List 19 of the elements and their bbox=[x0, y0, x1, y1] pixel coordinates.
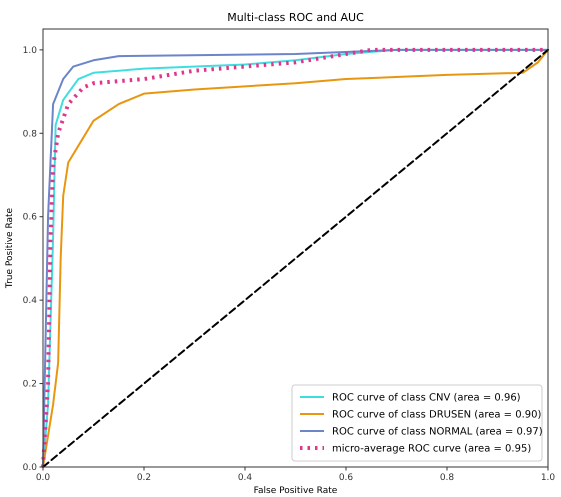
legend-label: ROC curve of class NORMAL (area = 0.97) bbox=[332, 426, 543, 438]
x-axis-title: False Positive Rate bbox=[254, 486, 338, 496]
y-tick-label: 0.0 bbox=[22, 463, 38, 473]
x-tick-label: 0.0 bbox=[36, 473, 50, 483]
x-tick-label: 0.8 bbox=[440, 473, 454, 483]
chart-title: Multi-class ROC and AUC bbox=[227, 11, 364, 24]
y-tick-label: 0.2 bbox=[22, 380, 37, 390]
x-tick-label: 1.0 bbox=[540, 473, 556, 483]
y-tick-label: 0.4 bbox=[22, 296, 38, 306]
x-tick-label: 0.6 bbox=[338, 473, 354, 483]
y-axis-title: True Positive Rate bbox=[5, 207, 15, 290]
legend-label: ROC curve of class CNV (area = 0.96) bbox=[332, 392, 521, 404]
legend-label: ROC curve of class DRUSEN (area = 0.90) bbox=[332, 410, 542, 420]
y-tick-label: 0.6 bbox=[22, 212, 38, 223]
legend-label: micro-average ROC curve (area = 0.95) bbox=[332, 444, 532, 454]
x-tick-label: 0.4 bbox=[238, 473, 252, 483]
y-tick-label: 1.0 bbox=[22, 46, 38, 56]
y-tick-label: 0.8 bbox=[22, 129, 38, 140]
x-tick-label: 0.2 bbox=[136, 473, 152, 483]
